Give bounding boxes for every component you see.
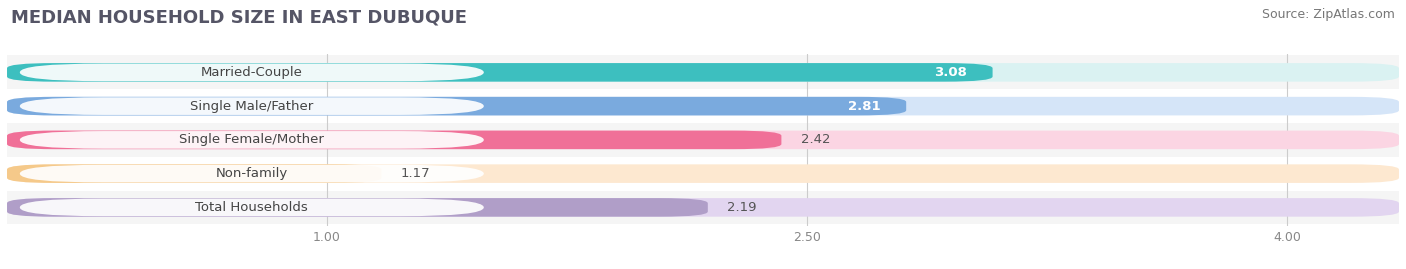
Bar: [7, 89, 1399, 123]
Text: 1.17: 1.17: [401, 167, 430, 180]
FancyBboxPatch shape: [7, 130, 1399, 149]
FancyBboxPatch shape: [7, 164, 381, 183]
FancyBboxPatch shape: [7, 97, 1399, 115]
FancyBboxPatch shape: [7, 198, 707, 217]
Bar: [7, 123, 1399, 157]
Text: Non-family: Non-family: [215, 167, 288, 180]
FancyBboxPatch shape: [20, 165, 484, 182]
Bar: [7, 190, 1399, 224]
FancyBboxPatch shape: [20, 97, 484, 115]
Text: Source: ZipAtlas.com: Source: ZipAtlas.com: [1261, 8, 1395, 21]
Text: 2.42: 2.42: [800, 133, 830, 146]
FancyBboxPatch shape: [20, 131, 484, 149]
Text: Total Households: Total Households: [195, 201, 308, 214]
Text: 3.08: 3.08: [934, 66, 967, 79]
Text: Single Female/Mother: Single Female/Mother: [180, 133, 325, 146]
FancyBboxPatch shape: [7, 63, 993, 82]
FancyBboxPatch shape: [20, 63, 484, 81]
FancyBboxPatch shape: [7, 63, 1399, 82]
FancyBboxPatch shape: [7, 130, 782, 149]
FancyBboxPatch shape: [7, 198, 1399, 217]
Bar: [7, 157, 1399, 190]
Bar: [7, 55, 1399, 89]
FancyBboxPatch shape: [7, 97, 907, 115]
FancyBboxPatch shape: [20, 199, 484, 216]
Text: Single Male/Father: Single Male/Father: [190, 100, 314, 113]
Text: 2.19: 2.19: [727, 201, 756, 214]
FancyBboxPatch shape: [7, 164, 1399, 183]
Text: MEDIAN HOUSEHOLD SIZE IN EAST DUBUQUE: MEDIAN HOUSEHOLD SIZE IN EAST DUBUQUE: [11, 8, 467, 26]
Text: Married-Couple: Married-Couple: [201, 66, 302, 79]
Text: 2.81: 2.81: [848, 100, 880, 113]
